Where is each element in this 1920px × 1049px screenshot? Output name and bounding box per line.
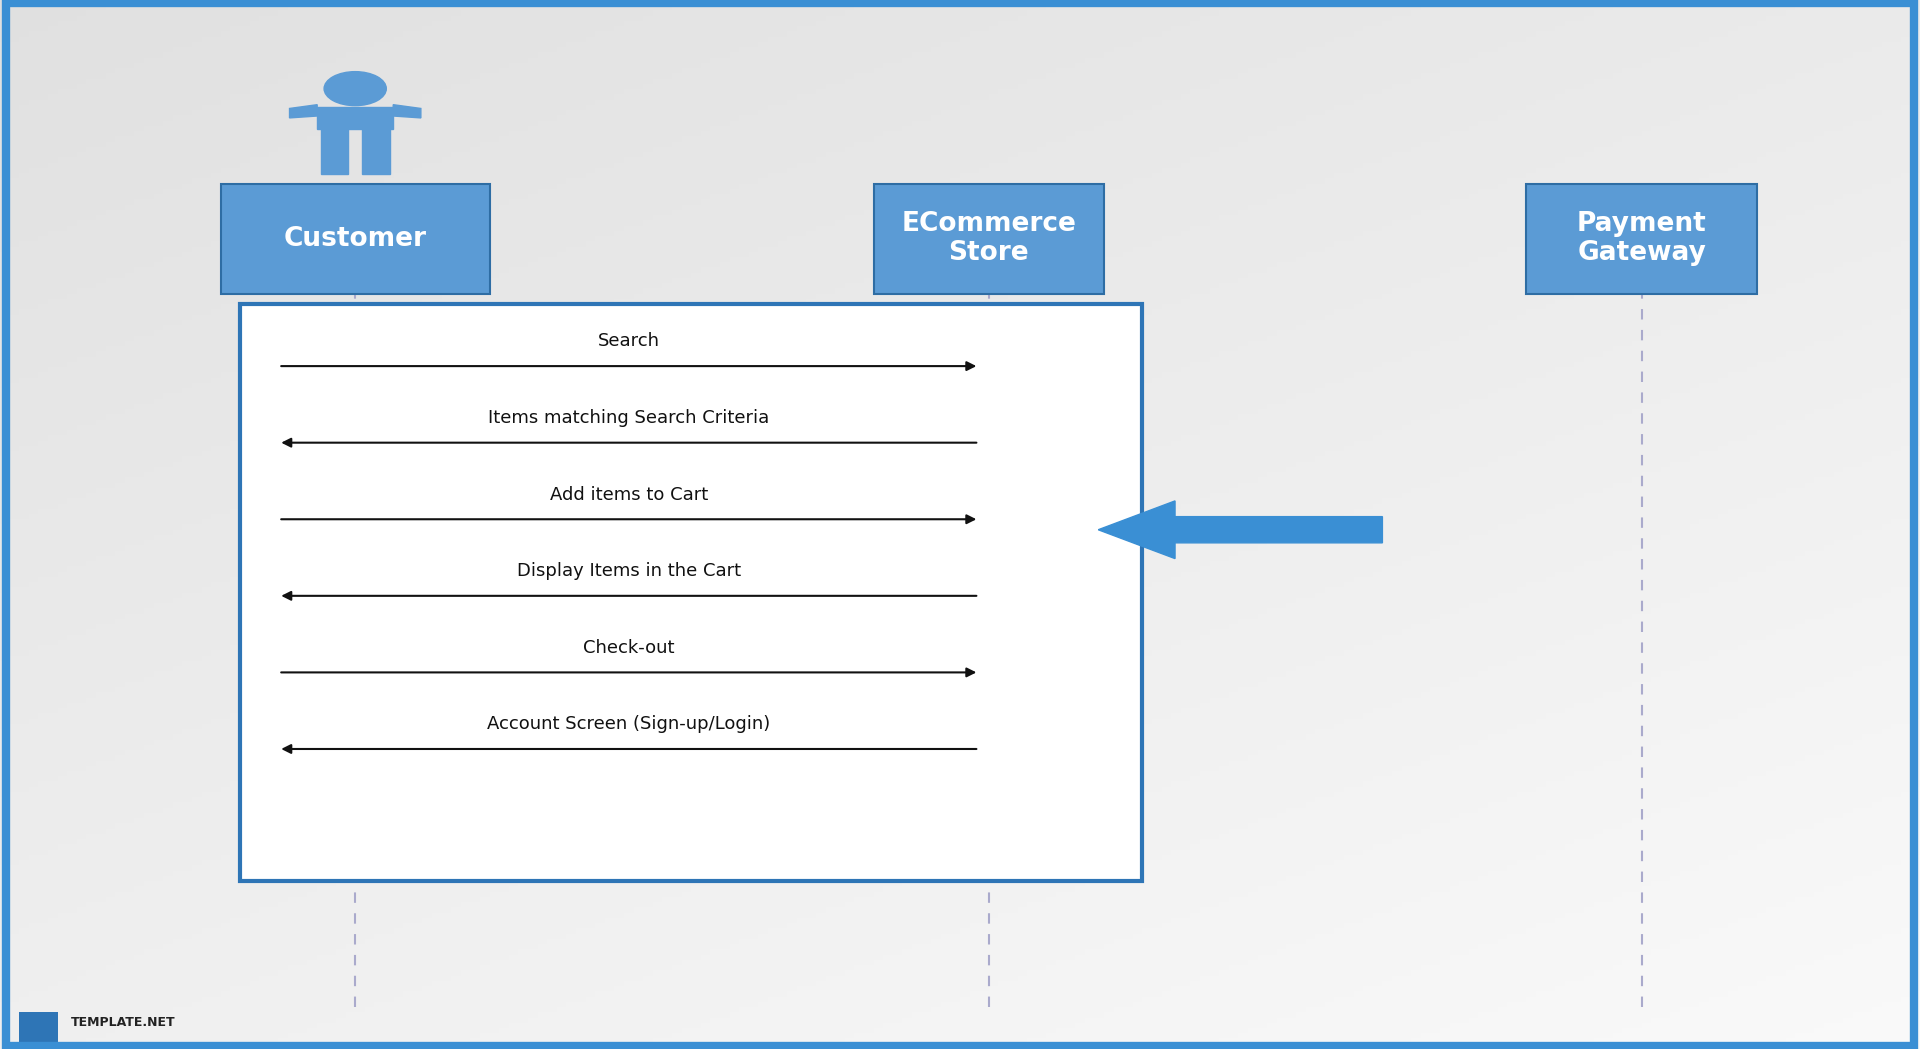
FancyBboxPatch shape — [19, 1012, 58, 1042]
FancyBboxPatch shape — [240, 304, 1142, 881]
Polygon shape — [321, 129, 348, 174]
Text: Search: Search — [597, 333, 660, 350]
Text: Items matching Search Criteria: Items matching Search Criteria — [488, 409, 770, 427]
Polygon shape — [394, 105, 420, 117]
Text: Check-out: Check-out — [584, 639, 674, 657]
Text: Payment
Gateway: Payment Gateway — [1576, 211, 1707, 266]
Text: Account Screen (Sign-up/Login): Account Screen (Sign-up/Login) — [488, 715, 770, 733]
Text: Add items to Cart: Add items to Cart — [549, 486, 708, 504]
Text: Customer: Customer — [284, 226, 426, 252]
FancyBboxPatch shape — [221, 184, 490, 294]
Text: ECommerce
Store: ECommerce Store — [900, 211, 1077, 266]
Text: TEMPLATE.NET: TEMPLATE.NET — [71, 1016, 175, 1029]
FancyArrow shape — [1098, 501, 1382, 558]
FancyBboxPatch shape — [1526, 184, 1757, 294]
FancyBboxPatch shape — [874, 184, 1104, 294]
Polygon shape — [317, 107, 394, 129]
Polygon shape — [290, 105, 317, 117]
Circle shape — [324, 71, 386, 106]
Polygon shape — [363, 129, 390, 174]
Text: Display Items in the Cart: Display Items in the Cart — [516, 562, 741, 580]
